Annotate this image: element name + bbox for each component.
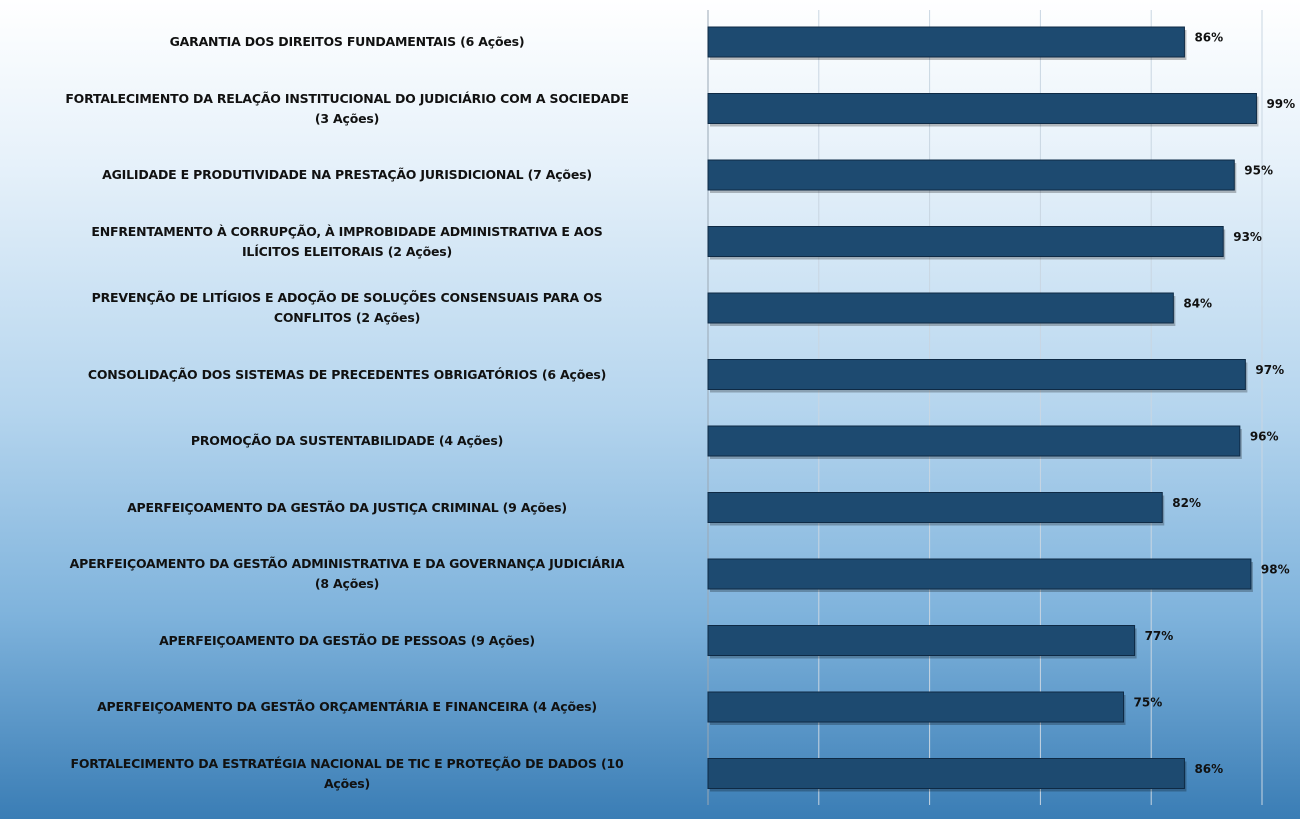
value-label: 96% xyxy=(1250,430,1279,444)
value-label: 99% xyxy=(1266,97,1295,111)
category-label: PROMOÇÃO DA SUSTENTABILIDADE (4 Ações) xyxy=(190,433,504,448)
category-label: ENFRENTAMENTO À CORRUPÇÃO, À IMPROBIDADE… xyxy=(91,223,603,259)
category-label: CONSOLIDAÇÃO DOS SISTEMAS DE PRECEDENTES… xyxy=(87,366,607,382)
bar xyxy=(707,425,1241,457)
bar xyxy=(707,691,1124,723)
category-label: FORTALECIMENTO DA RELAÇÃO INSTITUCIONAL … xyxy=(65,90,629,126)
value-label: 98% xyxy=(1261,563,1290,577)
category-label: FORTALECIMENTO DA ESTRATÉGIA NACIONAL DE… xyxy=(70,755,624,791)
value-label: 84% xyxy=(1183,297,1212,311)
bar xyxy=(707,93,1257,124)
value-label: 77% xyxy=(1145,629,1174,643)
bar xyxy=(707,159,1235,191)
bar xyxy=(707,625,1136,656)
value-label: 97% xyxy=(1255,363,1284,377)
value-label: 86% xyxy=(1194,762,1223,776)
category-label: PREVENÇÃO DE LITÍGIOS E ADOÇÃO DE SOLUÇÕ… xyxy=(91,290,603,325)
category-label: APERFEIÇOAMENTO DA GESTÃO ADMINISTRATIVA… xyxy=(69,556,625,591)
value-label: 95% xyxy=(1244,164,1273,178)
bar xyxy=(707,758,1185,789)
bar xyxy=(707,492,1163,523)
bar xyxy=(707,359,1246,390)
category-label: AGILIDADE E PRODUTIVIDADE NA PRESTAÇÃO J… xyxy=(102,167,592,182)
value-label: 75% xyxy=(1134,696,1163,710)
bar xyxy=(707,226,1224,257)
value-label: 86% xyxy=(1194,31,1223,45)
value-label: 82% xyxy=(1172,496,1201,510)
category-label: APERFEIÇOAMENTO DA GESTÃO DA JUSTIÇA CRI… xyxy=(127,499,567,515)
category-label: APERFEIÇOAMENTO DA GESTÃO DE PESSOAS (9 … xyxy=(159,632,535,648)
bar xyxy=(707,26,1185,58)
bar xyxy=(707,558,1252,590)
value-label: 93% xyxy=(1233,230,1262,244)
category-label: APERFEIÇOAMENTO DA GESTÃO ORÇAMENTÁRIA E… xyxy=(97,699,597,714)
category-label: GARANTIA DOS DIREITOS FUNDAMENTAIS (6 Aç… xyxy=(169,34,525,49)
bar xyxy=(707,292,1174,324)
